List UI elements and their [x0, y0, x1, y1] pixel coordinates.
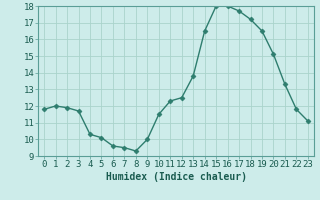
- X-axis label: Humidex (Indice chaleur): Humidex (Indice chaleur): [106, 172, 246, 182]
